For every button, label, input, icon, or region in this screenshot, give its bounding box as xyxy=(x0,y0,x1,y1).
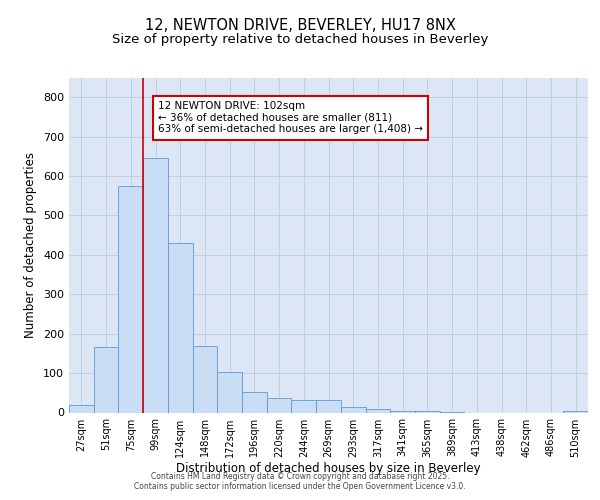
Bar xyxy=(365,410,390,412)
Bar xyxy=(69,404,94,412)
Bar xyxy=(242,392,267,412)
X-axis label: Distribution of detached houses by size in Beverley: Distribution of detached houses by size … xyxy=(176,462,481,475)
Bar xyxy=(143,158,168,412)
Bar xyxy=(292,400,316,412)
Bar xyxy=(94,348,118,412)
Bar xyxy=(267,398,292,412)
Bar xyxy=(193,346,217,412)
Bar xyxy=(118,186,143,412)
Y-axis label: Number of detached properties: Number of detached properties xyxy=(25,152,37,338)
Bar xyxy=(341,408,365,412)
Bar xyxy=(563,410,588,412)
Bar xyxy=(217,372,242,412)
Text: Contains public sector information licensed under the Open Government Licence v3: Contains public sector information licen… xyxy=(134,482,466,491)
Text: Size of property relative to detached houses in Beverley: Size of property relative to detached ho… xyxy=(112,32,488,46)
Bar xyxy=(168,243,193,412)
Bar xyxy=(316,400,341,412)
Text: 12 NEWTON DRIVE: 102sqm
← 36% of detached houses are smaller (811)
63% of semi-d: 12 NEWTON DRIVE: 102sqm ← 36% of detache… xyxy=(158,101,423,134)
Text: Contains HM Land Registry data © Crown copyright and database right 2025.: Contains HM Land Registry data © Crown c… xyxy=(151,472,449,481)
Text: 12, NEWTON DRIVE, BEVERLEY, HU17 8NX: 12, NEWTON DRIVE, BEVERLEY, HU17 8NX xyxy=(145,18,455,32)
